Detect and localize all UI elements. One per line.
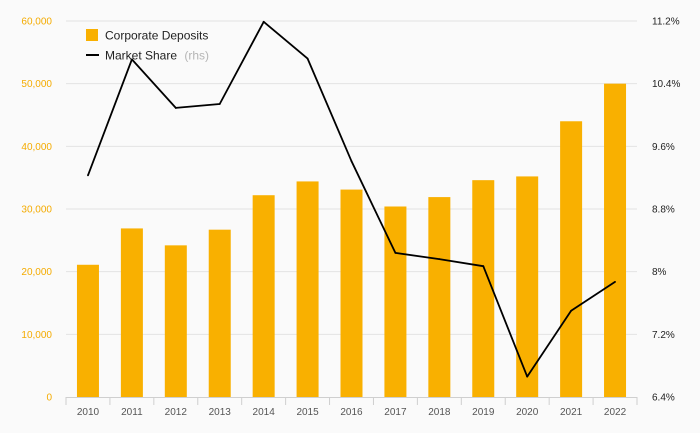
bar-2021 [560, 121, 583, 398]
x-tick-label: 2011 [121, 407, 143, 418]
y-right-tick-label: 9.6% [652, 142, 675, 153]
market-share-point-2013 [218, 103, 221, 105]
market-share-point-2014 [262, 20, 265, 23]
bar-2020 [516, 176, 539, 397]
x-tick-label: 2017 [384, 407, 407, 418]
legend-label-market-share: Market Share (rhs) [105, 49, 209, 63]
y-left-tick-label: 20,000 [21, 267, 52, 278]
y-left-tick-label: 10,000 [21, 330, 52, 341]
x-tick-label: 2010 [77, 407, 100, 418]
bar-2016 [340, 189, 363, 397]
legend: Corporate Deposits Market Share (rhs) [86, 29, 209, 63]
market-share-point-2015 [306, 57, 309, 60]
y-right-tick-label: 6.4% [652, 393, 675, 404]
bar-2018 [428, 197, 451, 397]
axes: 0 10,000 20,000 30,000 40,000 50,000 60,000 6.4… [21, 17, 680, 419]
y-left-tick-label: 60,000 [21, 17, 52, 28]
x-tick-label: 2016 [340, 407, 363, 418]
bar-2012 [164, 245, 187, 397]
legend-swatch-corporate-deposits [86, 29, 98, 41]
y-right-tick-label: 7.2% [652, 330, 675, 341]
bar-2010 [76, 264, 99, 397]
x-tick-label: 2019 [472, 407, 495, 418]
x-tick-label: 2013 [209, 407, 232, 418]
market-share-point-2012 [174, 107, 177, 109]
y-right-tick-label: 8.8% [652, 205, 675, 216]
bar-2019 [472, 180, 495, 397]
x-tick-label: 2022 [604, 407, 627, 418]
market-share-point-2016 [350, 160, 353, 163]
legend-label-corporate-deposits: Corporate Deposits [105, 29, 208, 43]
y-left-tick-label: 30,000 [21, 205, 52, 216]
bar-2022 [604, 83, 627, 398]
x-tick-label: 2012 [165, 407, 188, 418]
market-share-point-2020 [526, 375, 529, 378]
market-share-point-2019 [482, 265, 485, 268]
y-right-tick-label: 10.4% [652, 79, 680, 90]
x-tick-label: 2021 [560, 407, 583, 418]
y-left-tick-label: 50,000 [21, 79, 52, 90]
bar-2011 [120, 228, 143, 397]
bar-2014 [252, 195, 275, 397]
market-share-point-2010 [87, 174, 89, 177]
bar-2015 [296, 181, 319, 397]
x-tick-label: 2018 [428, 407, 451, 418]
market-share-point-2018 [438, 258, 441, 261]
legend-label-market-share-suffix: (rhs) [184, 49, 209, 63]
market-share-point-2022 [614, 280, 616, 283]
x-tick-label: 2015 [296, 407, 319, 418]
y-right-tick-label: 8% [652, 267, 667, 278]
y-right-tick-label: 11.2% [652, 17, 680, 28]
x-tick-label: 2020 [516, 407, 539, 418]
y-left-tick-label: 0 [46, 393, 52, 404]
market-share-point-2017 [394, 251, 397, 254]
market-share-point-2021 [570, 309, 573, 312]
y-left-tick-label: 40,000 [21, 142, 52, 153]
bar-series [76, 83, 627, 398]
x-tick-label: 2014 [253, 407, 276, 418]
line-series [87, 20, 616, 378]
bar-2013 [208, 229, 231, 397]
legend-label-market-share-name: Market Share [105, 49, 177, 63]
market-share-point-2011 [130, 58, 133, 61]
